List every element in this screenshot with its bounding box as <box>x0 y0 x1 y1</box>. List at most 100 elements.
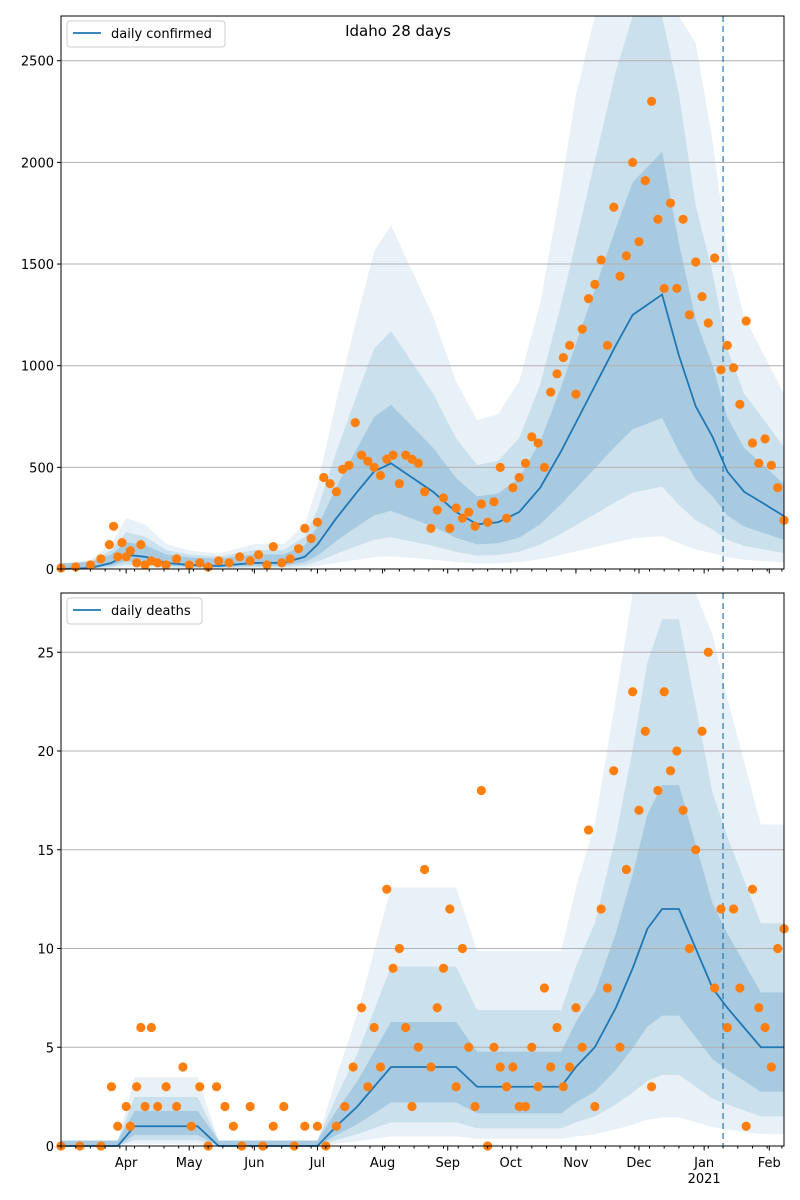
bot-observed-point <box>178 1062 188 1072</box>
top-observed-point <box>432 505 442 515</box>
top-observed-point <box>214 556 224 566</box>
bot-observed-point <box>527 1042 537 1052</box>
top-observed-point <box>583 293 594 304</box>
top-ytick-label: 0 <box>46 563 54 578</box>
top-observed-point <box>104 540 114 550</box>
xtick-label: Jun <box>243 1156 264 1171</box>
top-observed-point <box>703 318 713 328</box>
top-observed-point <box>344 460 354 470</box>
top-observed-point <box>285 554 295 564</box>
bot-observed-point <box>132 1082 142 1092</box>
bot-observed-point <box>546 1062 556 1072</box>
top-observed-point <box>117 537 127 548</box>
bot-observed-point <box>558 1082 568 1092</box>
bot-observed-point <box>571 1003 581 1013</box>
top-observed-point <box>710 253 720 263</box>
top-observed-point <box>161 560 171 570</box>
top-observed-point <box>363 456 373 466</box>
bot-observed-point <box>426 1062 436 1072</box>
bot-observed-point <box>464 1042 474 1052</box>
top-observed-point <box>697 291 707 302</box>
bot-observed-point <box>356 1003 367 1013</box>
xtick-label: Jul <box>309 1156 326 1171</box>
bot-observed-point <box>153 1101 163 1112</box>
top-band-outer <box>61 16 784 569</box>
bot-observed-point <box>476 785 486 796</box>
bot-observed-point <box>331 1121 341 1131</box>
bot-observed-point <box>161 1082 171 1092</box>
bot-observed-point <box>722 1022 732 1033</box>
top-observed-point <box>741 316 751 326</box>
bot-observed-point <box>659 687 669 697</box>
bottom-legend-label: daily deaths <box>111 604 191 619</box>
bot-observed-point <box>136 1022 146 1033</box>
xtick-label: Sep <box>435 1156 460 1171</box>
top-observed-point <box>235 552 245 562</box>
bot-observed-point <box>312 1121 323 1131</box>
bot-band-middle <box>61 619 784 1146</box>
top-observed-points <box>56 96 789 573</box>
bot-observed-point <box>602 983 613 993</box>
top-observed-point <box>691 257 701 267</box>
bot-observed-point <box>228 1121 238 1131</box>
bot-observed-point <box>146 1022 156 1033</box>
top-observed-point <box>495 462 505 472</box>
bot-observed-point <box>388 963 398 973</box>
top-observed-point <box>325 479 335 489</box>
top-observed-point <box>184 560 194 570</box>
bot-observed-point <box>533 1082 543 1092</box>
top-observed-point <box>369 462 379 472</box>
top-observed-point <box>747 438 758 448</box>
top-observed-point <box>195 558 205 568</box>
top-observed-point <box>546 387 556 397</box>
bot-observed-point <box>457 943 468 954</box>
top-band-middle <box>61 16 784 569</box>
top-observed-point <box>331 487 341 497</box>
bot-observed-point <box>171 1101 182 1112</box>
bot-observed-point <box>432 1003 442 1013</box>
bot-observed-point <box>220 1101 230 1112</box>
bot-observed-point <box>615 1042 625 1052</box>
top-observed-point <box>293 544 304 554</box>
bot-observed-point <box>279 1101 289 1112</box>
bot-observed-point <box>140 1101 150 1112</box>
bot-observed-point <box>640 726 650 736</box>
top-observed-point <box>646 96 657 106</box>
bot-observed-point <box>369 1022 379 1033</box>
top-observed-point <box>760 434 770 444</box>
top-observed-point <box>684 310 695 320</box>
bot-observed-point <box>590 1101 600 1112</box>
bot-observed-point <box>438 963 449 973</box>
bottom-bands <box>61 593 784 1146</box>
top-ytick-label: 2500 <box>21 55 54 70</box>
top-observed-point <box>268 542 278 552</box>
bot-observed-point <box>401 1022 411 1033</box>
top-observed-point <box>508 483 518 493</box>
bot-observed-point <box>375 1062 386 1072</box>
chart-title: Idaho 28 days <box>345 22 451 40</box>
bot-observed-point <box>106 1082 117 1092</box>
bottom-panel: 0 5 10 15 20 25 Apr May Jun Jul Aug Sep Oct Nov Dec Ja… <box>37 592 789 1187</box>
top-panel: 0 500 1000 1500 2000 2500 daily confirmed Ida… <box>21 15 789 578</box>
top-observed-point <box>464 507 474 517</box>
top-observed-point <box>420 487 430 497</box>
top-observed-point <box>728 363 739 373</box>
bot-observed-point <box>766 1062 776 1072</box>
top-observed-point <box>533 438 543 448</box>
bot-observed-point <box>621 864 631 875</box>
bot-observed-point <box>735 983 745 993</box>
bot-observed-point <box>634 805 644 815</box>
bot-observed-point <box>609 766 619 776</box>
top-observed-point <box>108 521 119 531</box>
bottom-plot-frame <box>60 592 785 1147</box>
top-observed-point <box>483 517 493 527</box>
top-observed-point <box>96 554 106 564</box>
xtick-label: Oct <box>500 1156 522 1171</box>
bot-observed-point <box>684 943 695 954</box>
bot-observed-point <box>186 1121 196 1131</box>
bot-observed-point <box>508 1062 518 1072</box>
top-observed-point <box>754 458 764 468</box>
top-legend-box <box>66 20 226 48</box>
bot-ytick-label: 20 <box>37 745 54 760</box>
